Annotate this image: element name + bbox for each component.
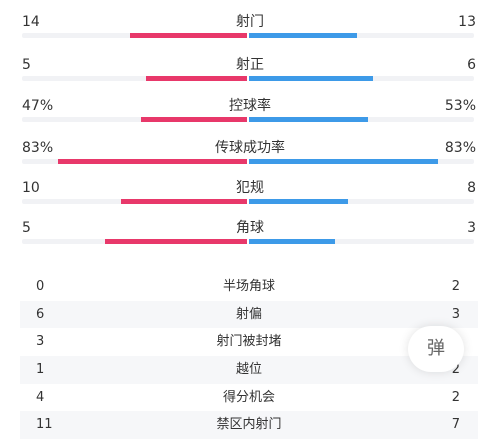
home-bar-track [22, 33, 247, 38]
away-bar-track [249, 239, 474, 244]
home-value: 4 [36, 389, 45, 405]
danmaku-toggle-button[interactable]: 弹 [408, 326, 464, 372]
home-value: 47% [22, 98, 54, 114]
away-bar-track [249, 117, 474, 122]
away-value: 3 [467, 220, 476, 236]
away-bar-fill [249, 159, 438, 164]
stat-label: 越位 [235, 362, 262, 378]
stat-row-shots-on-target: 5 射正 6 [0, 56, 500, 88]
away-bar-track [249, 199, 474, 204]
away-bar-fill [249, 117, 369, 122]
home-value: 83% [22, 140, 54, 156]
home-value: 6 [36, 306, 45, 322]
home-bar-track [22, 199, 247, 204]
away-value: 7 [451, 417, 460, 433]
stat-label: 传球成功率 [215, 140, 285, 156]
home-value: 11 [36, 417, 53, 433]
list-item: 6 射偏 3 [20, 300, 478, 329]
away-value: 83% [444, 140, 476, 156]
home-bar-track [22, 117, 247, 122]
home-value: 0 [36, 279, 45, 294]
home-bar-fill [105, 239, 247, 244]
home-bar-fill [141, 117, 247, 122]
away-value: 2 [451, 389, 460, 405]
stat-label: 得分机会 [222, 389, 275, 405]
list-item: 4 得分机会 2 [20, 384, 478, 412]
stat-label: 角球 [236, 220, 264, 236]
away-bar-track [249, 159, 474, 164]
stat-label: 控球率 [229, 98, 271, 114]
home-bar-fill [121, 199, 247, 204]
stat-row-corners: 5 角球 3 [0, 219, 500, 251]
away-bar-track [249, 76, 474, 81]
stat-label: 射门被封堵 [216, 334, 282, 350]
away-value: 2 [451, 279, 460, 294]
home-bar-track [22, 76, 247, 81]
away-bar-track [249, 33, 474, 38]
list-item: 11 禁区内射门 7 [20, 411, 478, 440]
stat-label: 射正 [236, 57, 264, 73]
away-value: 6 [467, 57, 476, 73]
stat-row-shots: 14 射门 13 [0, 13, 500, 45]
detail-stats-list: 0 半场角球 2 6 射偏 3 3 射门被封堵 4 1 越位 2 4 得分机会 … [20, 273, 478, 440]
away-bar-fill [249, 76, 373, 81]
away-value: 13 [458, 14, 476, 30]
home-bar-track [22, 159, 247, 164]
away-value: 3 [451, 306, 460, 322]
home-bar-track [22, 239, 247, 244]
home-bar-fill [130, 33, 247, 38]
away-bar-fill [249, 199, 348, 204]
stat-label: 犯规 [236, 180, 264, 196]
home-bar-fill [58, 159, 247, 164]
away-bar-fill [249, 239, 335, 244]
home-bar-fill [145, 76, 247, 81]
stat-row-pass-accuracy: 83% 传球成功率 83% [0, 139, 500, 171]
stat-label: 半场角球 [222, 279, 275, 294]
home-value: 1 [36, 362, 45, 378]
home-value: 3 [36, 334, 45, 350]
home-value: 10 [22, 180, 40, 196]
stat-row-fouls: 10 犯规 8 [0, 179, 500, 211]
home-value: 5 [22, 220, 31, 236]
away-value: 2 [451, 362, 460, 378]
away-value: 53% [444, 98, 476, 114]
stat-label: 射门 [236, 14, 264, 30]
stat-row-possession: 47% 控球率 53% [0, 97, 500, 129]
home-value: 14 [22, 14, 40, 30]
stat-label: 射偏 [235, 306, 262, 322]
list-item: 1 越位 2 [20, 356, 478, 384]
away-value: 8 [467, 180, 476, 196]
stat-label: 禁区内射门 [216, 417, 282, 433]
away-bar-fill [249, 33, 357, 38]
list-item: 0 半场角球 2 [20, 273, 478, 301]
home-value: 5 [22, 57, 31, 73]
